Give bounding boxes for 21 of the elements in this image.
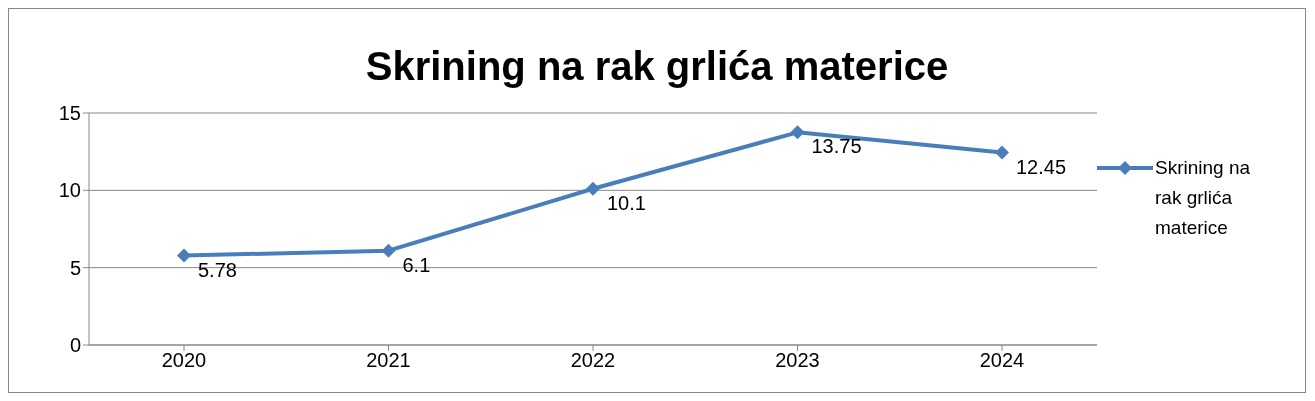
data-label: 10.1 (607, 191, 646, 214)
y-tick-label: 0 (69, 334, 81, 357)
x-tick-label: 2020 (161, 349, 207, 372)
point (381, 243, 396, 258)
legend-label: Skrining na rak grlića materice (1155, 156, 1252, 240)
point (790, 125, 805, 140)
y-tick-label: 10 (58, 179, 81, 202)
point (586, 181, 600, 196)
chart-title: Skrining na rak grlića materice (364, 44, 950, 89)
data-label: 6.1 (402, 253, 431, 276)
x-tick-label: 2022 (570, 349, 616, 372)
data-label: 13.75 (811, 135, 862, 158)
y-tick-label: 5 (69, 256, 81, 279)
data-label: 5.78 (198, 258, 237, 281)
x-tick-label: 2021 (366, 349, 411, 372)
x-tick-label: 2023 (775, 349, 820, 372)
y-tick-label: 15 (58, 102, 81, 125)
x-tick-label: 2024 (979, 349, 1025, 372)
point (995, 145, 1009, 160)
point (177, 248, 191, 263)
data-label: 12.45 (1016, 155, 1067, 178)
